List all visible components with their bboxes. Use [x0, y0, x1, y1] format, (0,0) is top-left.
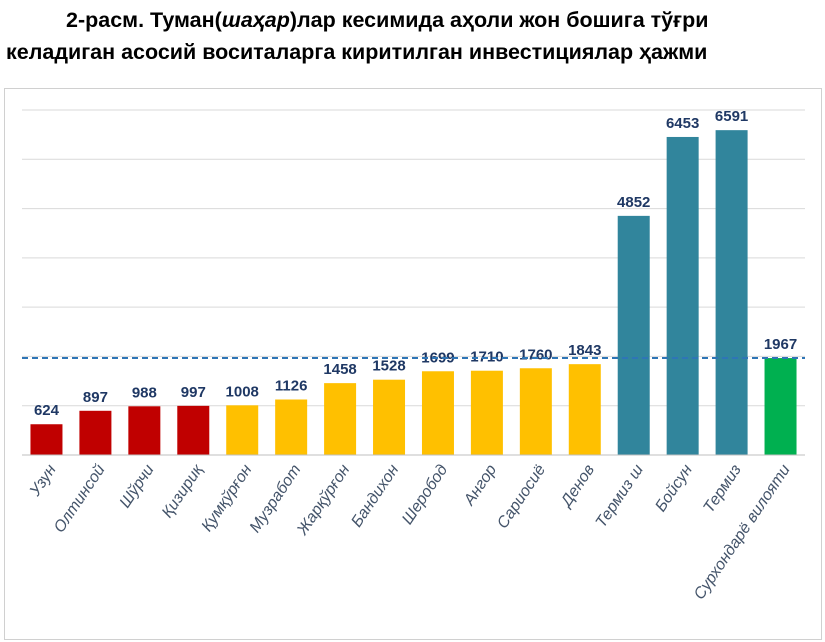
x-tick-label: Термиз ш [593, 462, 647, 531]
data-label: 6591 [715, 108, 748, 125]
bar [568, 364, 601, 455]
data-label: 997 [181, 384, 206, 401]
data-label: 624 [34, 402, 60, 419]
data-label: 1008 [226, 383, 259, 400]
data-label: 988 [132, 384, 157, 401]
bar [715, 130, 748, 456]
bar [373, 379, 406, 455]
bar [519, 368, 552, 455]
bar [128, 406, 161, 455]
x-tick-label: Шеробод [399, 462, 451, 528]
x-tick-label: Шўрчи [117, 462, 158, 511]
bar [30, 424, 63, 455]
bar [226, 405, 259, 455]
title-part: )лар кесимида аҳоли жон бошига тўғри [289, 8, 709, 32]
x-tick-label: Ангор [460, 462, 500, 510]
data-label: 1760 [519, 346, 552, 363]
bar [666, 136, 699, 455]
x-tick-label: Қизириқ [159, 461, 207, 521]
title-line-2: келадиган асосий воситаларга киритилган … [6, 40, 708, 64]
x-tick-label: Денов [557, 462, 598, 511]
data-label: 6453 [666, 115, 699, 132]
x-tick-label: Сурхондарё вилояти [691, 462, 794, 603]
title-part: 2-расм. Туман( [66, 8, 222, 32]
x-tick-label: Узун [26, 462, 60, 500]
x-tick-label: Термиз [701, 462, 745, 516]
data-label: 1126 [275, 378, 308, 395]
bar [617, 215, 650, 455]
data-label: 1528 [372, 358, 405, 375]
bar [275, 399, 308, 455]
x-tick-label: Бандихон [348, 462, 402, 531]
data-label: 897 [83, 389, 108, 406]
data-label: 4852 [617, 194, 650, 211]
bar [324, 383, 357, 455]
bar [421, 371, 454, 455]
data-label: 1967 [764, 336, 797, 353]
x-tick-label: Қумқўрғон [199, 462, 256, 535]
bar [470, 370, 503, 455]
x-tick-label: Олтинсой [51, 462, 109, 536]
x-tick-label: Сариосиё [494, 462, 549, 532]
title-part-italic: шаҳар [221, 8, 290, 32]
data-label: 1843 [568, 342, 601, 359]
x-tick-label: Бойсун [652, 462, 696, 515]
bar [764, 358, 797, 455]
bar [79, 410, 112, 455]
chart-title: 2-расм. Туман(шаҳар)лар кесимида аҳоли ж… [0, 4, 825, 68]
bar [177, 405, 210, 455]
data-label: 1458 [323, 361, 356, 378]
